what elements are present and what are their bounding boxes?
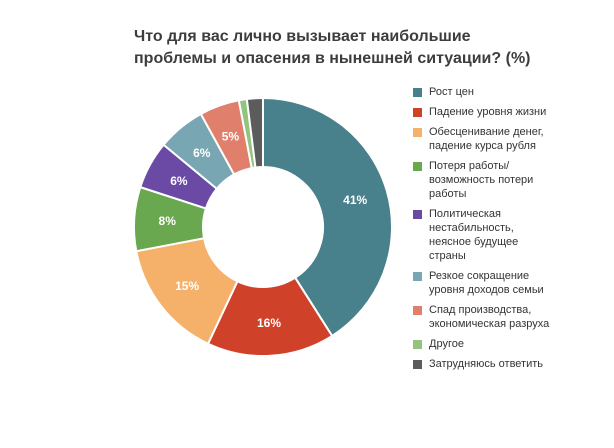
legend-item-5: Политическая нестабильность, неясное будущ… xyxy=(413,207,608,263)
legend-swatch xyxy=(413,306,422,315)
legend-label-line: Падение уровня жизни xyxy=(429,106,547,118)
legend-item-2: Падение уровня жизни xyxy=(413,105,608,119)
legend-swatch xyxy=(413,162,422,171)
slice-data-label-2: 16% xyxy=(257,316,281,330)
legend-item-6: Резкое сокращение уровня доходов семьи xyxy=(413,269,608,297)
legend-item-8: Другое xyxy=(413,337,608,351)
legend-label-line: Потеря работы/ xyxy=(429,160,510,172)
slice-data-label-3: 15% xyxy=(175,279,199,293)
legend-item-7: Спад производства, экономическая разруха xyxy=(413,303,608,331)
legend-label-line: неясное будущее xyxy=(429,236,519,248)
legend-label-line: работы xyxy=(429,188,467,200)
slice-data-label-5: 6% xyxy=(170,174,188,188)
legend-label-line: Другое xyxy=(429,338,464,350)
chart-title-line-2: проблемы и опасения в нынешней ситуации?… xyxy=(134,50,531,67)
legend-label: Спад производства, экономическая разруха xyxy=(429,303,549,331)
legend-label-line: страны xyxy=(429,250,466,262)
legend-label-line: уровня доходов семьи xyxy=(429,284,544,296)
legend-label: Рост цен xyxy=(429,85,474,99)
legend-label: Обесценивание денег, падение курса рубля xyxy=(429,125,544,153)
legend-label: Затрудняюсь ответить xyxy=(429,357,543,371)
legend-item-3: Обесценивание денег, падение курса рубля xyxy=(413,125,608,153)
slice-data-label-6: 6% xyxy=(193,146,211,160)
legend-label: Резкое сокращение уровня доходов семьи xyxy=(429,269,544,297)
legend-label-line: Рост цен xyxy=(429,86,474,98)
legend-label-line: Резкое сокращение xyxy=(429,270,530,282)
legend-label-line: Обесценивание денег, xyxy=(429,126,544,138)
slice-data-label-7: 5% xyxy=(222,130,240,144)
legend-swatch xyxy=(413,272,422,281)
chart-title: Что для вас лично вызывает наибольшие пр… xyxy=(134,26,574,70)
donut-slice-9 xyxy=(245,96,264,169)
slice-data-label-4: 8% xyxy=(159,214,177,228)
legend-label: Падение уровня жизни xyxy=(429,105,546,119)
legend-swatch xyxy=(413,88,422,97)
legend-label: Другое xyxy=(429,337,464,351)
legend-swatch xyxy=(413,340,422,349)
legend-swatch xyxy=(413,128,422,137)
legend-item-1: Рост цен xyxy=(413,85,608,99)
legend-swatch xyxy=(413,210,422,219)
legend-item-4: Потеря работы/возможность потери работы xyxy=(413,159,608,201)
legend-label-line: Затрудняюсь ответить xyxy=(429,358,544,370)
slice-data-label-1: 41% xyxy=(343,193,367,207)
legend-label-line: экономическая разруха xyxy=(429,318,550,330)
chart-legend: Рост цен Падение уровня жизни Обесценивани… xyxy=(413,85,608,377)
legend-label: Политическая нестабильность, неясное будущ… xyxy=(429,207,518,263)
legend-label-line: возможность потери xyxy=(429,174,534,186)
legend-label-line: Спад производства, xyxy=(429,304,532,316)
legend-label-line: падение курса рубля xyxy=(429,140,536,152)
legend-label-line: нестабильность, xyxy=(429,222,514,234)
donut-slice-1 xyxy=(262,96,393,338)
legend-swatch xyxy=(413,108,422,117)
chart-title-line-1: Что для вас лично вызывает наибольшие xyxy=(134,28,471,45)
legend-item-9: Затрудняюсь ответить xyxy=(413,357,608,371)
legend-label-line: Политическая xyxy=(429,208,502,220)
legend-swatch xyxy=(413,360,422,369)
legend-label: Потеря работы/возможность потери работы xyxy=(429,159,533,201)
